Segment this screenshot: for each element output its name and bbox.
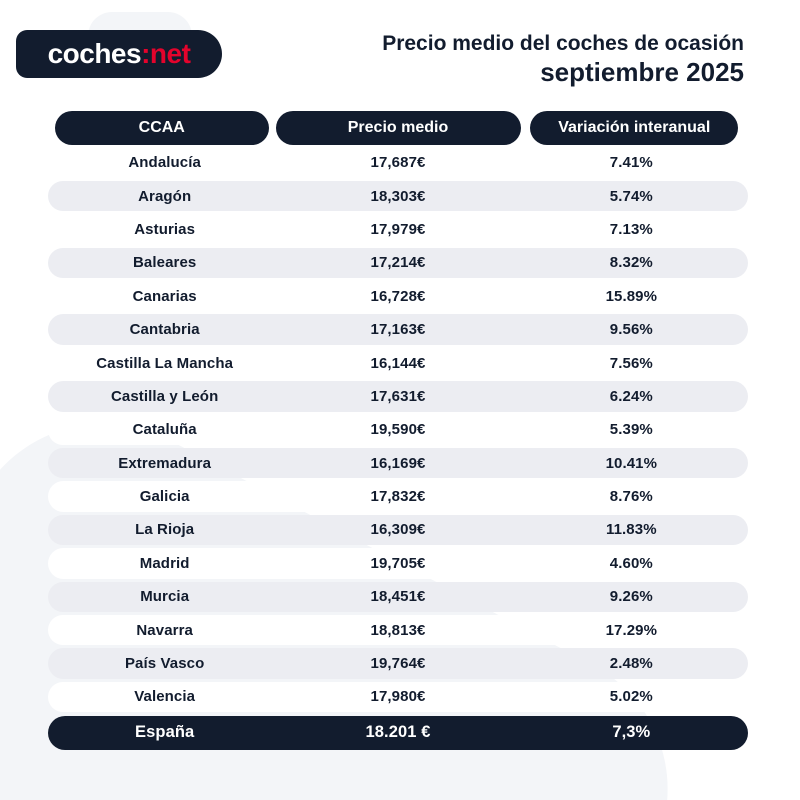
ccaa-cell: Baleares (132, 254, 197, 272)
ccaa-cell: Valencia (134, 688, 196, 706)
table-row: Navarra 18,813€ 17.29% (48, 614, 748, 646)
precio-cell: 17,832€ (370, 488, 426, 506)
table-header: CCAA Precio medio Variación interanual (48, 111, 748, 145)
ccaa-cell: Cantabria (129, 321, 200, 339)
variacion-cell: 2.48% (609, 655, 653, 673)
table-row: Galicia 17,832€ 8.76% (48, 481, 748, 512)
price-table: CCAA Precio medio Variación interanual A… (48, 111, 748, 750)
table-row: Cataluña 19,590€ 5.39% (48, 414, 748, 446)
variacion-cell: 6.24% (609, 387, 653, 405)
precio-cell: 18,451€ (370, 588, 426, 606)
logo-text-white: coches (47, 38, 142, 69)
precio-cell: 16,728€ (370, 287, 426, 305)
table-row: País Vasco 19,764€ 2.48% (48, 648, 748, 679)
precio-cell: 19,590€ (370, 421, 426, 439)
summary-variacion-cell: 7,3% (612, 723, 651, 742)
ccaa-cell: Aragón (138, 187, 192, 205)
variacion-cell: 8.32% (609, 254, 653, 272)
ccaa-cell: Madrid (139, 554, 190, 572)
table-row: Valencia 17,980€ 5.02% (48, 681, 748, 713)
variacion-cell: 7.13% (609, 220, 653, 238)
table-row: Extremadura 16,169€ 10.41% (48, 448, 748, 479)
variacion-cell: 9.56% (609, 321, 653, 339)
table-row: Canarias 16,728€ 15.89% (48, 281, 748, 312)
table-row: Castilla y León 17,631€ 6.24% (48, 381, 748, 412)
precio-cell: 17,687€ (370, 154, 426, 172)
variacion-cell: 5.74% (609, 187, 653, 205)
table-row: Andalucía 17,687€ 7.41% (48, 147, 748, 178)
precio-cell: 16,309€ (370, 521, 426, 539)
ccaa-cell: Navarra (136, 621, 193, 639)
ccaa-cell: Castilla La Mancha (96, 354, 234, 372)
precio-cell: 16,169€ (370, 454, 426, 472)
header-cell-precio: Precio medio (275, 111, 521, 145)
table-row: Asturias 17,979€ 7.13% (48, 214, 748, 245)
table-row: Castilla La Mancha 16,144€ 7.56% (48, 347, 748, 379)
precio-cell: 17,163€ (370, 321, 426, 339)
header-pill-ccaa: CCAA (54, 111, 269, 145)
summary-precio-cell: 18.201 € (365, 723, 431, 742)
precio-cell: 17,214€ (370, 254, 426, 272)
table-row: Madrid 19,705€ 4.60% (48, 548, 748, 579)
summary-ccaa-cell: España (135, 723, 195, 742)
header-cell-ccaa: CCAA (48, 111, 276, 145)
variacion-cell: 7.56% (609, 354, 653, 372)
table-body: Andalucía 17,687€ 7.41% Aragón 18,303€ 5… (48, 146, 748, 714)
variacion-cell: 5.02% (609, 688, 653, 706)
table-row: La Rioja 16,309€ 11.83% (48, 514, 748, 546)
variacion-cell: 17.29% (605, 621, 658, 639)
variacion-cell: 10.41% (605, 454, 658, 472)
header-cell-variacion: Variación interanual (521, 111, 749, 145)
header-pill-precio-medio: Precio medio (275, 111, 521, 145)
variacion-cell: 8.76% (609, 488, 653, 506)
ccaa-cell: Murcia (140, 588, 190, 606)
header-pill-variacion-interanual: Variación interanual (530, 111, 739, 145)
precio-cell: 18,303€ (370, 187, 426, 205)
ccaa-cell: Extremadura (118, 454, 212, 472)
variacion-cell: 11.83% (605, 521, 657, 539)
table-row: Aragón 18,303€ 5.74% (48, 180, 748, 212)
table-row: Murcia 18,451€ 9.26% (48, 581, 748, 612)
variacion-cell: 15.89% (605, 287, 658, 305)
precio-cell: 16,144€ (370, 354, 426, 372)
ccaa-cell: Castilla y León (110, 387, 219, 405)
variacion-cell: 7.41% (609, 154, 653, 172)
table-row: Baleares 17,214€ 8.32% (48, 247, 748, 279)
table-row: Cantabria 17,163€ 9.56% (48, 314, 748, 345)
summary-row: España 18.201 € 7,3% (48, 715, 748, 750)
variacion-cell: 5.39% (609, 421, 653, 439)
precio-cell: 17,979€ (370, 220, 426, 238)
ccaa-cell: País Vasco (124, 655, 205, 673)
page-title: Precio medio del coches de ocasión septi… (382, 30, 744, 88)
title-line-1: Precio medio del coches de ocasión (382, 32, 744, 55)
ccaa-cell: Cataluña (132, 421, 197, 439)
cochesnet-logo: coches:net (16, 30, 222, 78)
title-line-2: septiembre 2025 (540, 57, 744, 87)
precio-cell: 19,705€ (370, 554, 426, 572)
precio-cell: 19,764€ (370, 655, 426, 673)
precio-cell: 17,631€ (370, 387, 426, 405)
ccaa-cell: Galicia (139, 488, 190, 506)
ccaa-cell: La Rioja (135, 521, 195, 539)
ccaa-cell: Asturias (134, 220, 196, 238)
precio-cell: 18,813€ (370, 621, 426, 639)
variacion-cell: 9.26% (609, 588, 653, 606)
variacion-cell: 4.60% (609, 554, 653, 572)
ccaa-cell: Andalucía (128, 154, 201, 172)
precio-cell: 17,980€ (370, 688, 426, 706)
logo-text-red: :net (141, 38, 191, 69)
ccaa-cell: Canarias (132, 287, 197, 305)
